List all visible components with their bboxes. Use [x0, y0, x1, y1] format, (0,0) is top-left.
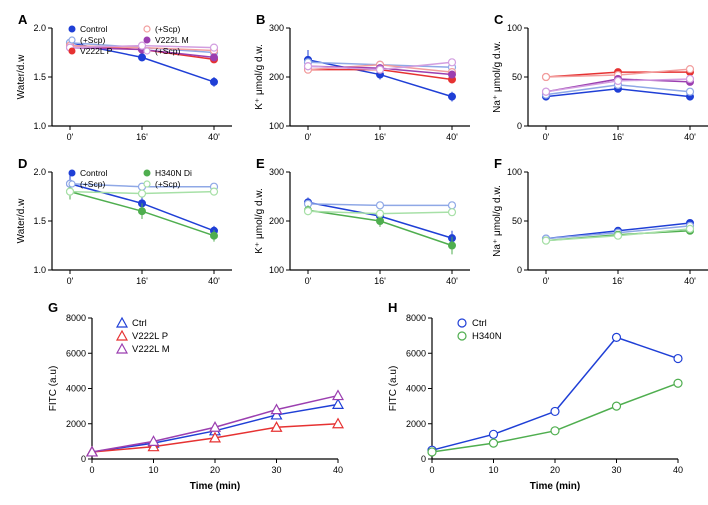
svg-text:0: 0 — [429, 465, 434, 475]
svg-text:30: 30 — [611, 465, 621, 475]
svg-text:H340N: H340N — [472, 331, 502, 342]
panel-G-label: G — [48, 300, 58, 315]
svg-text:200: 200 — [269, 216, 284, 226]
svg-text:16': 16' — [612, 132, 624, 142]
svg-text:40': 40' — [208, 276, 220, 286]
svg-text:20: 20 — [210, 465, 220, 475]
svg-text:6000: 6000 — [406, 348, 426, 358]
svg-text:4000: 4000 — [66, 384, 86, 394]
svg-text:0: 0 — [517, 265, 522, 275]
svg-text:Time (min): Time (min) — [190, 481, 240, 492]
svg-text:0: 0 — [89, 465, 94, 475]
svg-text:0': 0' — [543, 276, 550, 286]
svg-text:40': 40' — [684, 132, 696, 142]
svg-text:0': 0' — [305, 132, 312, 142]
panel-H-label: H — [388, 300, 397, 315]
panel-F: F 0 50 100 0' 16' 40' Na⁺ μmol/g d.w. — [486, 154, 708, 294]
svg-text:H340N Di: H340N Di — [155, 168, 192, 178]
svg-text:Na⁺ μmol/g d.w.: Na⁺ μmol/g d.w. — [492, 185, 503, 257]
panel-F-label: F — [494, 156, 502, 171]
panel-E: E 100 200 300 0' 16' 40' K⁺ μmol/g d.w. — [248, 154, 478, 294]
panel-C-label: C — [494, 12, 503, 27]
svg-text:40': 40' — [446, 132, 458, 142]
svg-text:100: 100 — [507, 23, 522, 33]
svg-text:1.0: 1.0 — [33, 121, 46, 131]
svg-text:Water/d.w: Water/d.w — [16, 198, 27, 243]
svg-text:40: 40 — [333, 465, 343, 475]
svg-text:1.0: 1.0 — [33, 265, 46, 275]
svg-text:0: 0 — [81, 454, 86, 464]
svg-text:(+Scp): (+Scp) — [155, 24, 180, 34]
svg-text:30: 30 — [271, 465, 281, 475]
svg-text:16': 16' — [374, 132, 386, 142]
svg-text:1.5: 1.5 — [33, 72, 46, 82]
svg-text:0': 0' — [67, 132, 74, 142]
svg-text:Control: Control — [80, 24, 108, 34]
svg-text:0': 0' — [543, 132, 550, 142]
svg-text:10: 10 — [488, 465, 498, 475]
svg-text:0': 0' — [305, 276, 312, 286]
svg-text:0: 0 — [517, 121, 522, 131]
panel-B-label: B — [256, 12, 265, 27]
panel-A: A1.01.52.00'16'40'Water/d.wControl(+Scp)… — [10, 10, 240, 150]
svg-text:300: 300 — [269, 167, 284, 177]
svg-text:100: 100 — [269, 265, 284, 275]
panel-A-label: A — [18, 12, 27, 27]
svg-text:8000: 8000 — [406, 313, 426, 323]
svg-text:16': 16' — [374, 276, 386, 286]
svg-text:2000: 2000 — [66, 419, 86, 429]
svg-text:300: 300 — [269, 23, 284, 33]
svg-text:FITC (a.u): FITC (a.u) — [48, 366, 59, 412]
svg-text:100: 100 — [507, 167, 522, 177]
svg-text:1.5: 1.5 — [33, 216, 46, 226]
svg-text:K⁺ μmol/g d.w.: K⁺ μmol/g d.w. — [254, 188, 265, 254]
svg-text:(+Scp): (+Scp) — [80, 35, 105, 45]
figure-grid: A1.01.52.00'16'40'Water/d.wControl(+Scp)… — [10, 10, 698, 498]
panel-B: B 100 200 300 0' 16' 40' K⁺ μmol/g d.w. — [248, 10, 478, 150]
svg-text:Ctrl: Ctrl — [472, 318, 487, 329]
svg-text:40': 40' — [446, 276, 458, 286]
svg-text:K⁺ μmol/g d.w.: K⁺ μmol/g d.w. — [254, 44, 265, 110]
svg-text:40': 40' — [208, 132, 220, 142]
panel-H: H 0 2000 4000 6000 8000 0 10 20 30 40 FITC (a.u) Tim… — [380, 298, 690, 498]
svg-text:0: 0 — [421, 454, 426, 464]
panel-G: G 0 2000 4000 6000 8000 0 10 20 30 40 FITC (a.u) Tim… — [40, 298, 350, 498]
panel-E-label: E — [256, 156, 265, 171]
svg-text:16': 16' — [136, 132, 148, 142]
svg-text:16': 16' — [612, 276, 624, 286]
svg-text:10: 10 — [148, 465, 158, 475]
svg-text:(+Scp): (+Scp) — [155, 46, 180, 56]
svg-text:100: 100 — [269, 121, 284, 131]
panel-D: D1.01.52.00'16'40'Water/d.wControl(+Scp)… — [10, 154, 240, 294]
svg-text:V222L P: V222L P — [80, 46, 113, 56]
svg-text:Water/d.w: Water/d.w — [16, 54, 27, 99]
panel-C: C 0 50 100 0' 16' 40' Na⁺ μmol/g d.w. — [486, 10, 708, 150]
svg-text:50: 50 — [512, 72, 522, 82]
svg-text:0': 0' — [67, 276, 74, 286]
svg-text:(+Scp): (+Scp) — [155, 179, 180, 189]
svg-text:Time (min): Time (min) — [530, 481, 580, 492]
svg-text:200: 200 — [269, 72, 284, 82]
svg-text:4000: 4000 — [406, 384, 426, 394]
svg-text:(+Scp): (+Scp) — [80, 179, 105, 189]
svg-text:Na⁺ μmol/g d.w.: Na⁺ μmol/g d.w. — [492, 41, 503, 113]
svg-text:Control: Control — [80, 168, 108, 178]
svg-text:50: 50 — [512, 216, 522, 226]
svg-text:V222L M: V222L M — [155, 35, 189, 45]
svg-text:40': 40' — [684, 276, 696, 286]
svg-text:2.0: 2.0 — [33, 23, 46, 33]
bottom-row: G02000400060008000010203040FITC (a.u)Tim… — [10, 298, 708, 498]
svg-text:Ctrl: Ctrl — [132, 318, 147, 329]
svg-text:V222L P: V222L P — [132, 331, 168, 342]
svg-text:16': 16' — [136, 276, 148, 286]
svg-text:2.0: 2.0 — [33, 167, 46, 177]
panel-D-label: D — [18, 156, 27, 171]
svg-text:FITC (a.u): FITC (a.u) — [388, 366, 399, 412]
svg-text:40: 40 — [673, 465, 683, 475]
svg-text:6000: 6000 — [66, 348, 86, 358]
svg-text:20: 20 — [550, 465, 560, 475]
svg-text:8000: 8000 — [66, 313, 86, 323]
svg-text:2000: 2000 — [406, 419, 426, 429]
svg-text:V222L M: V222L M — [132, 344, 170, 355]
